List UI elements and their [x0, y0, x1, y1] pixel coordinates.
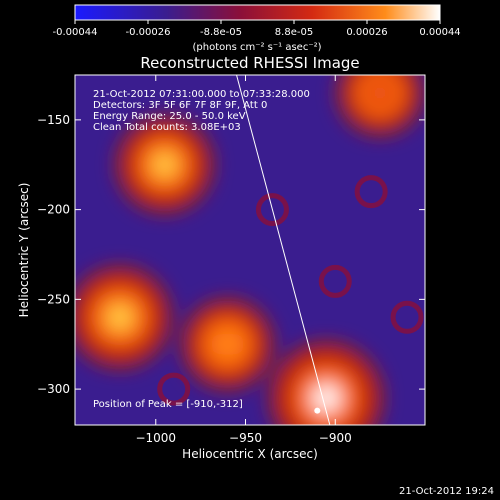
footer-timestamp: 21-Oct-2012 19:24 — [399, 486, 494, 497]
x-axis-ticks: −1000 −950 −900 — [135, 75, 352, 445]
ring-structure — [354, 175, 388, 209]
colorbar — [74, 4, 441, 21]
emission-core — [152, 152, 177, 177]
colorbar-tick-label: 0.00044 — [419, 27, 460, 38]
ring-structure — [390, 300, 424, 334]
plot-frame — [74, 74, 426, 426]
colorbar-ticks: -0.00044 -0.00026 -8.8e-05 8.8e-05 0.00026 0.… — [53, 20, 461, 38]
annotation-energy-range: Energy Range: 25.0 - 50.0 keV — [93, 111, 246, 122]
colorbar-tick-label: -0.00044 — [53, 27, 98, 38]
colorbar-tick-label: -0.00026 — [126, 27, 171, 38]
colorbar-tick-label: 0.00026 — [346, 27, 387, 38]
colorbar-tick-label: -8.8e-05 — [200, 27, 242, 38]
y-axis-ticks: −150 −200 −250 −300 — [37, 113, 425, 396]
y-tick-label: −250 — [37, 292, 70, 306]
x-axis-label: Heliocentric X (arcsec) — [182, 447, 318, 461]
solar-limb-line — [236, 75, 331, 425]
colorbar-unit-label: (photons cm⁻² s⁻¹ asec⁻²) — [192, 42, 321, 53]
annotation-time-range: 21-Oct-2012 07:31:00.000 to 07:33:28.000 — [93, 89, 310, 100]
emission-core — [107, 304, 133, 330]
ring-structure — [157, 372, 191, 406]
chart-title: Reconstructed RHESSI Image — [140, 54, 359, 72]
annotation-detectors: Detectors: 3F 5F 6F 7F 8F 9F, Att 0 — [93, 100, 267, 111]
y-tick-label: −200 — [37, 203, 70, 217]
peak-marker — [314, 407, 321, 414]
emission-core — [216, 333, 239, 356]
annotation-peak-position: Position of Peak = [-910,-312] — [93, 399, 243, 410]
emission-core — [312, 384, 341, 413]
y-tick-label: −300 — [37, 382, 70, 396]
annotation-total-counts: Clean Total counts: 3.08E+03 — [93, 122, 241, 133]
heatmap-area — [75, 75, 425, 425]
emission-core — [369, 82, 391, 104]
x-tick-label: −950 — [229, 431, 262, 445]
ring-structure — [318, 264, 352, 298]
x-tick-label: −1000 — [135, 431, 176, 445]
y-tick-label: −150 — [37, 113, 70, 127]
ring-structure — [255, 193, 289, 227]
colorbar-tick-label: 8.8e-05 — [275, 27, 313, 38]
y-axis-label: Heliocentric Y (arcsec) — [17, 183, 31, 318]
x-tick-label: −900 — [319, 431, 352, 445]
